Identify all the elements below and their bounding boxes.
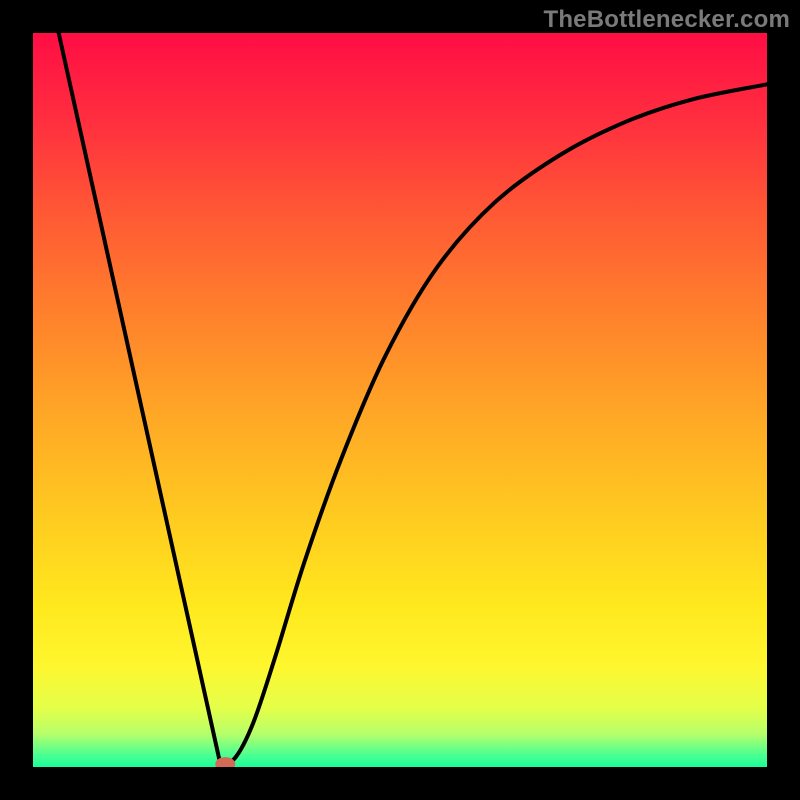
gradient-background bbox=[33, 33, 767, 767]
chart-stage: TheBottlenecker.com bbox=[0, 0, 800, 800]
chart-svg bbox=[0, 0, 800, 800]
watermark-text: TheBottlenecker.com bbox=[543, 6, 790, 34]
plot-area bbox=[33, 33, 767, 771]
